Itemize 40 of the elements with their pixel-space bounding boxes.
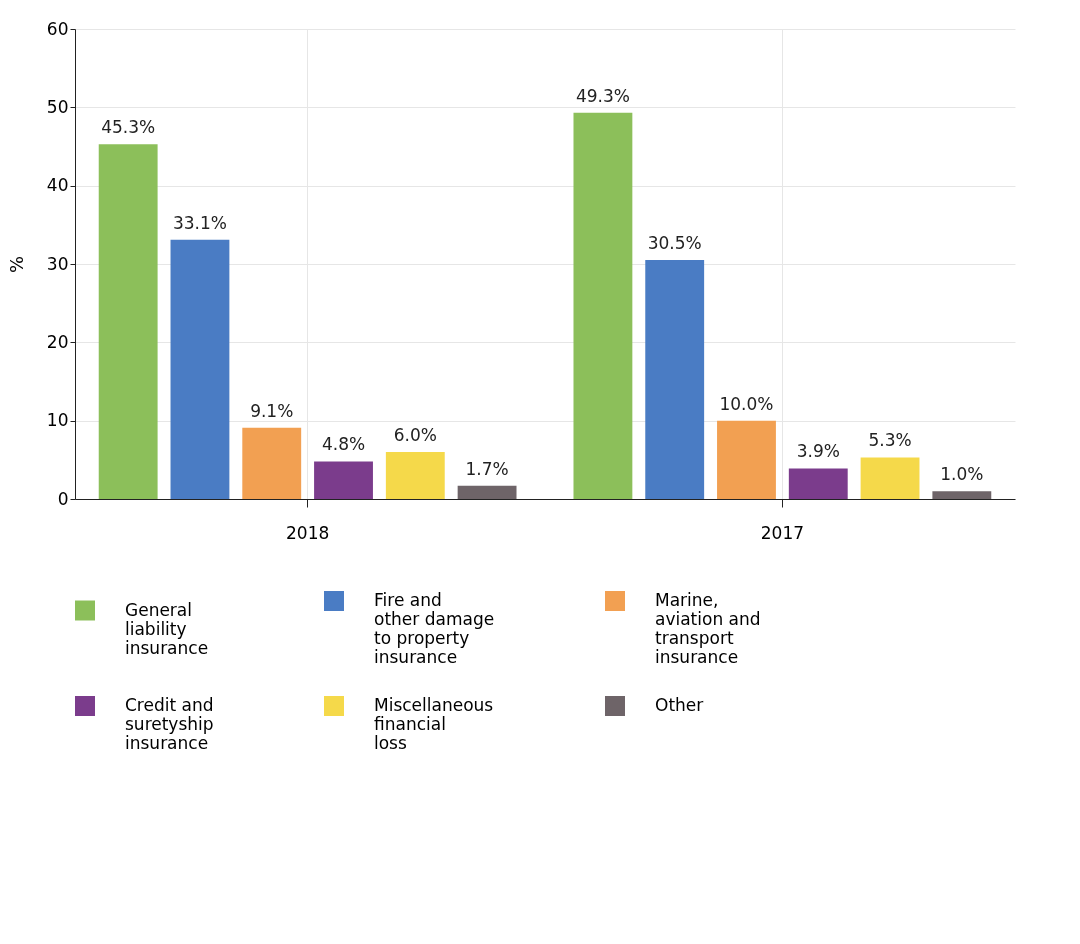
bar: [170, 239, 230, 499]
x-tick-label: 2017: [760, 522, 805, 543]
legend-label: Miscellaneous financial loss: [374, 695, 494, 753]
data-label: 5.3%: [868, 430, 912, 451]
data-label: 45.3%: [101, 117, 156, 138]
bar: [457, 485, 517, 499]
data-label: 1.0%: [940, 464, 984, 485]
y-tick-label: 20: [46, 331, 69, 352]
data-label: 30.5%: [647, 233, 702, 254]
bar: [98, 144, 158, 499]
y-tick-label: 40: [46, 175, 69, 196]
bar: [717, 420, 776, 499]
bar: [788, 468, 848, 499]
data-label: 6.0%: [393, 425, 437, 445]
y-tick-label: 0: [57, 488, 69, 509]
data-label: 3.9%: [796, 441, 840, 462]
legend-label: General liability insurance: [125, 599, 209, 658]
legend-label: Fire and other damage to property insurance: [374, 590, 495, 667]
legend-label: Credit and suretyship insurance: [125, 695, 214, 753]
bar: [932, 491, 992, 499]
y-tick-label: 50: [46, 96, 69, 117]
data-label: 10.0%: [719, 393, 774, 414]
bar: [860, 457, 920, 499]
bar: [645, 260, 705, 499]
bar: [314, 461, 373, 499]
data-label: 9.1%: [250, 400, 294, 421]
x-tick-label: 2018: [285, 522, 330, 543]
bar: [242, 427, 302, 499]
data-label: 33.1%: [172, 212, 227, 233]
legend-label: Other: [655, 695, 704, 715]
y-tick-label: 60: [46, 18, 69, 39]
y-tick-label: 10: [46, 410, 69, 431]
legend-label: Marine, aviation and transport insurance: [655, 590, 761, 667]
y-axis-title: %: [5, 255, 27, 274]
data-label: 4.8%: [321, 434, 366, 455]
data-label: 49.3%: [575, 85, 630, 106]
bar: [385, 452, 445, 499]
bar: [573, 112, 633, 499]
data-label: 1.7%: [465, 458, 509, 479]
y-tick-label: 30: [46, 253, 69, 274]
